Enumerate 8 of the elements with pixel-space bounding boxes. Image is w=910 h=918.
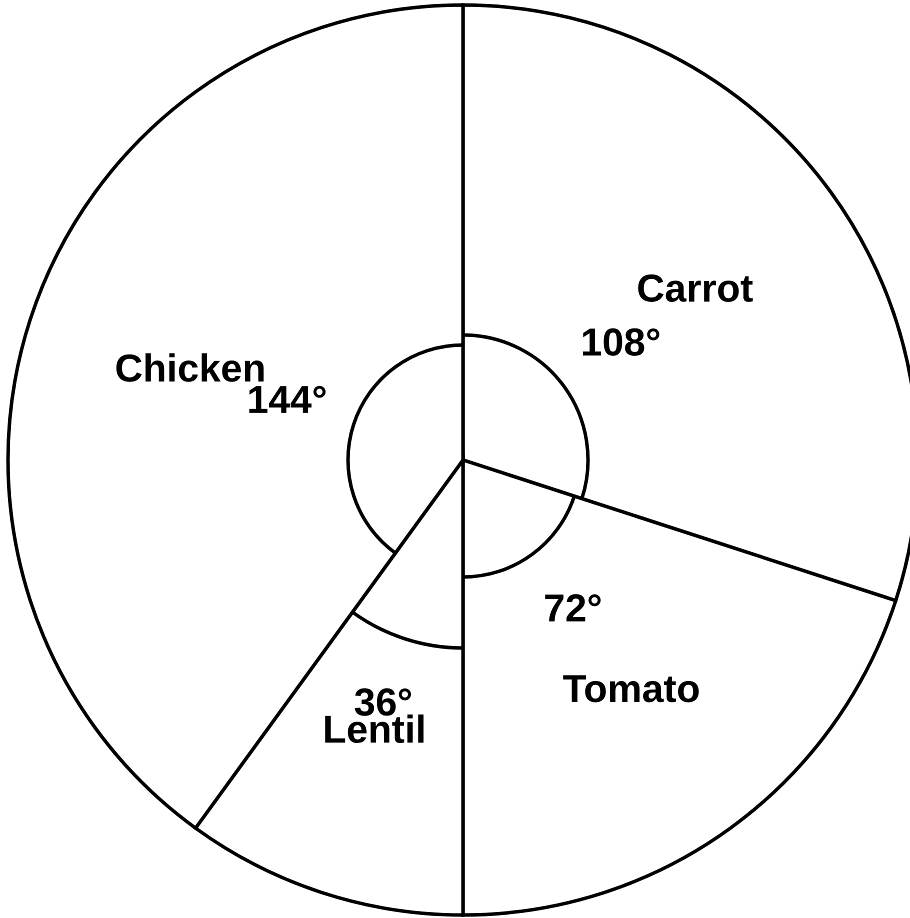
slice-label: Lentil (325, 714, 424, 744)
data-label: 72° (545, 594, 601, 622)
data-label: 108° (582, 328, 660, 356)
data-label: 36° (354, 688, 412, 716)
slice-label: Chicken (116, 353, 264, 382)
slice-label: Tomato (563, 675, 699, 702)
slice-label: Carrot (638, 274, 753, 302)
data-label: 144° (249, 386, 326, 413)
